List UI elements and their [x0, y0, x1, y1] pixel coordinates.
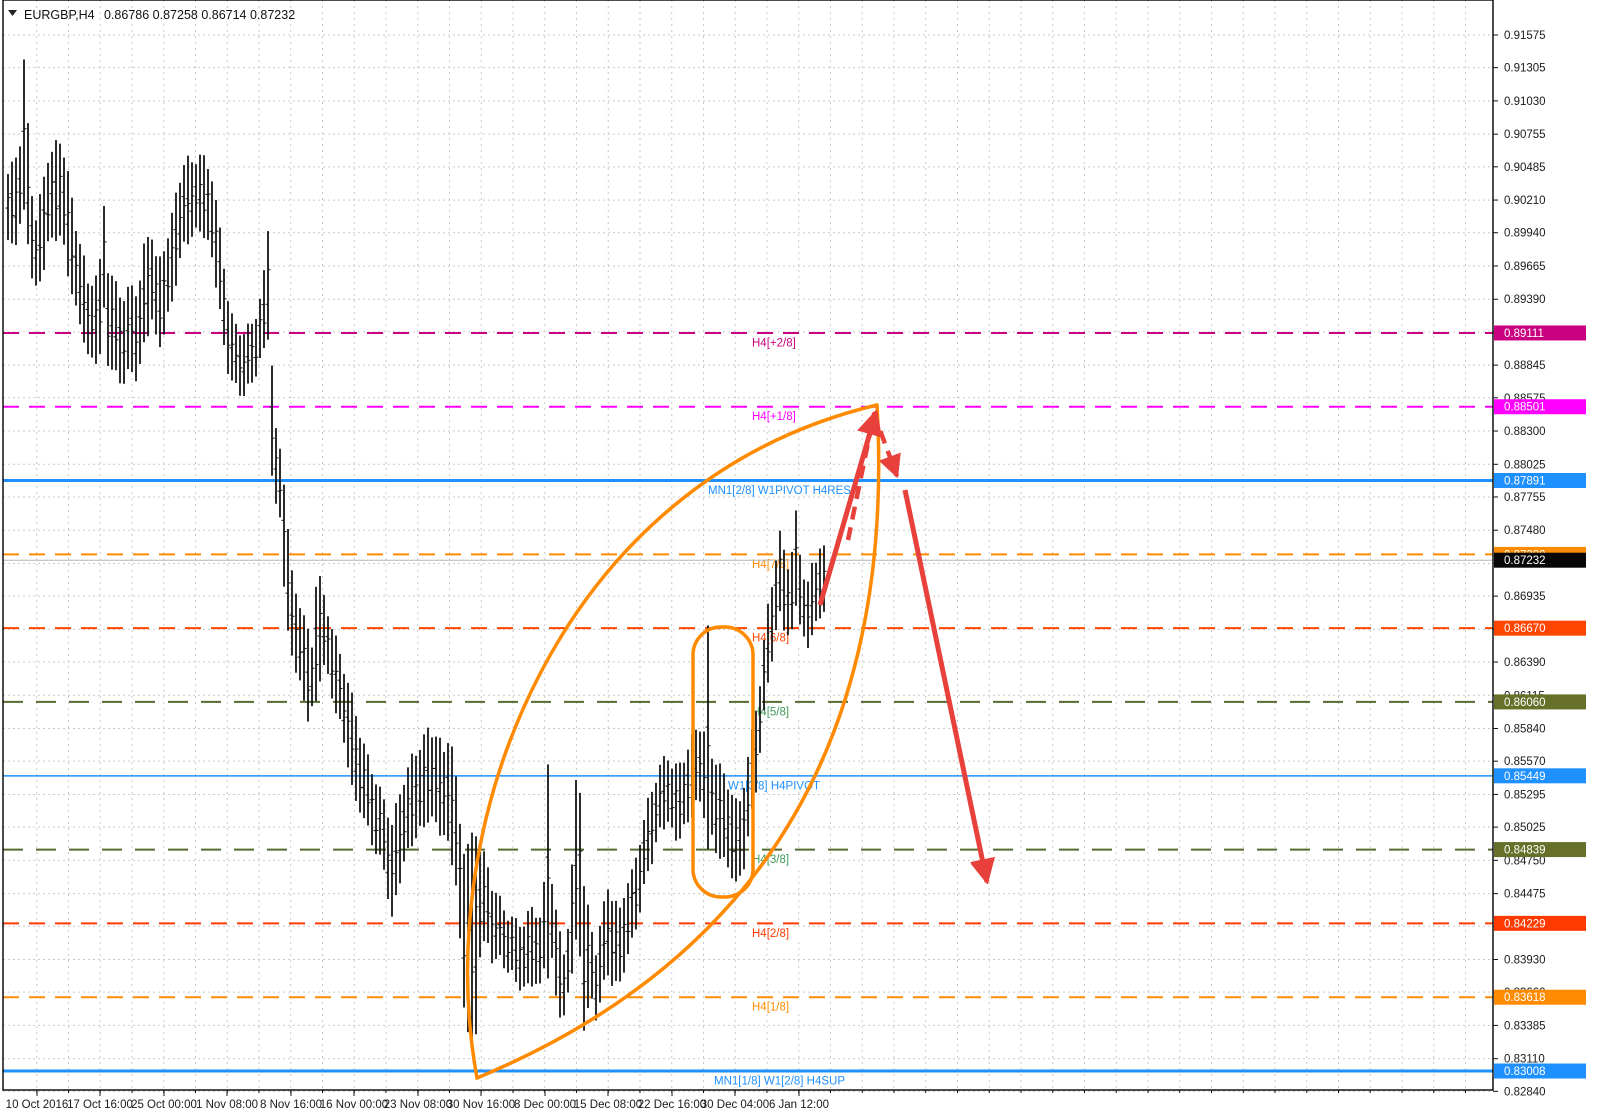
chart-header: EURGBP,H4 0.86786 0.87258 0.86714 0.8723… [8, 8, 295, 22]
price-tag-text-h4-5-8: 0.86060 [1504, 697, 1546, 709]
price-tag-mn1-1-8-w1-2-8-h4sup [1494, 1063, 1586, 1079]
price-tag-text-current-price: 0.87232 [1504, 555, 1546, 567]
price-tag-text-h4-2-8: 0.84229 [1504, 918, 1546, 930]
price-tag-h4-6-8 [1494, 620, 1586, 636]
drawn-objects[interactable] [465, 403, 987, 1080]
grid [3, 0, 1493, 1092]
price-tick-label: 0.88025 [1504, 459, 1546, 471]
price-tag-text-h4-1-8: 0.83618 [1504, 992, 1546, 1004]
time-tick-label: 1 Nov 08:00 [196, 1099, 258, 1111]
price-tick-label: 0.84475 [1504, 889, 1546, 901]
price-tick-label: 0.83110 [1504, 1054, 1545, 1066]
price-tick-label: 0.85025 [1504, 822, 1546, 834]
level-label-bg [749, 704, 800, 718]
level-label-h4-plus-1-8: H4[+1/8] [752, 411, 796, 423]
price-tick-label: 0.88300 [1504, 426, 1546, 438]
price-tick-label: 0.89940 [1504, 228, 1546, 240]
time-tick-label: 15 Dec 08:00 [574, 1099, 642, 1111]
time-tick-label: 10 Oct 2016 [6, 1099, 69, 1111]
level-label-mn1-2-8-w1pivot-h4res: MN1[2/8] W1PIVOT H4RES [708, 485, 851, 497]
price-bars [5, 59, 827, 1038]
price-tick-label: 0.83930 [1504, 955, 1546, 967]
level-label-h4-5-8: H4[5/8] [752, 706, 789, 718]
price-tick-label: 0.89665 [1504, 261, 1546, 273]
price-tag-text-h4-6-8: 0.86670 [1504, 623, 1546, 635]
price-tick-label: 0.90210 [1504, 195, 1546, 207]
price-tick-label: 0.85295 [1504, 789, 1546, 801]
indicator-level-lines: H4[+2/8] H4[+1/8] MN1[2/8] W1PIVOT H4RES H4… [3, 331, 1493, 1088]
projection-arrow-dashed[interactable] [845, 411, 897, 541]
time-tick-label: 22 Dec 16:00 [638, 1099, 706, 1111]
axes-frame [2, 0, 1494, 1091]
level-label-w1-3-8-h4pivot: W1[3/8] H4PIVOT [728, 780, 820, 792]
price-tag-text-mn1-1-8-w1-2-8-h4sup: 0.83008 [1504, 1066, 1546, 1078]
price-tick-label: 0.88845 [1504, 360, 1546, 372]
time-tick-label: 17 Oct 16:00 [67, 1099, 133, 1111]
level-label-bg [749, 335, 807, 349]
price-tick-label: 0.91030 [1504, 96, 1546, 108]
price-tag-h4-3-8 [1494, 842, 1586, 858]
price-tick-label: 0.86390 [1504, 657, 1546, 669]
level-label-bg [705, 483, 852, 497]
projection-arrow-down[interactable] [902, 489, 987, 882]
price-tick-label: 0.86935 [1504, 591, 1546, 603]
level-label-h4-3-8: H4[3/8] [752, 854, 789, 866]
price-axis[interactable]: 0.91575 0.91305 0.91030 0.90755 0.90485 0.902… [1493, 30, 1586, 1098]
price-tag-h4-plus-1-8 [1494, 399, 1586, 415]
price-tick-label: 0.84750 [1504, 855, 1546, 867]
price-tag-w1-3-8-h4pivot [1494, 768, 1586, 784]
level-label-h4-1-8: H4[1/8] [752, 1002, 789, 1014]
price-tick-label: 0.91575 [1504, 30, 1546, 42]
level-label-bg [725, 778, 827, 792]
price-tag-h4-1-8 [1494, 989, 1586, 1005]
ellipse-annotation-upper-arc[interactable] [465, 403, 879, 1080]
symbol-title: EURGBP,H4 [24, 8, 95, 22]
impulse-arrow-up[interactable] [817, 412, 876, 606]
level-label-h4-plus-2-8: H4[+2/8] [752, 337, 796, 349]
level-label-bg [749, 1000, 800, 1014]
price-tick-label: 0.85570 [1504, 756, 1546, 768]
time-tick-label: 8 Dec 00:00 [514, 1099, 576, 1111]
price-tag-text-w1-3-8-h4pivot: 0.85449 [1504, 771, 1546, 783]
time-tick-label: 6 Jan 12:00 [769, 1099, 829, 1111]
ohlc-values: 0.86786 0.87258 0.86714 0.87232 [104, 8, 295, 22]
time-tick-label: 25 Oct 00:00 [131, 1099, 197, 1111]
price-tick-label: 0.82840 [1504, 1086, 1546, 1098]
level-label-h4-2-8: H4[2/8] [752, 928, 789, 940]
time-tick-label: 23 Nov 08:00 [384, 1099, 452, 1111]
time-tick-label: 16 Nov 00:00 [320, 1099, 388, 1111]
price-tick-label: 0.83385 [1504, 1020, 1546, 1032]
price-tick-label: 0.85840 [1504, 724, 1546, 736]
price-tag-text-mn1-2-8-w1pivot-h4res: 0.87891 [1504, 476, 1546, 488]
price-tick-label: 0.91305 [1504, 63, 1546, 75]
rectangle-annotation[interactable] [691, 625, 755, 899]
price-tag-h4-5-8 [1494, 694, 1586, 710]
price-tag-text-h4-plus-1-8: 0.88501 [1504, 402, 1546, 414]
level-label-bg [749, 409, 807, 423]
price-tag-h4-plus-2-8 [1494, 325, 1586, 341]
time-tick-label: 30 Nov 16:00 [447, 1099, 515, 1111]
price-tick-label: 0.90755 [1504, 129, 1546, 141]
price-tick-label: 0.87480 [1504, 525, 1546, 537]
level-label-bg [711, 1074, 858, 1088]
price-tag-h4-2-8 [1494, 915, 1586, 931]
price-tag-text-h4-3-8: 0.84839 [1504, 845, 1546, 857]
level-label-h4-6-8: H4[6/8] [752, 633, 789, 645]
price-tag-mn1-2-8-w1pivot-h4res [1494, 473, 1586, 489]
level-label-bg [749, 926, 800, 940]
time-tick-label: 30 Dec 04:00 [701, 1099, 769, 1111]
price-tick-label: 0.90485 [1504, 162, 1546, 174]
price-tag-current-price [1494, 552, 1586, 568]
plot-border [2, 0, 1494, 1091]
ellipse-annotation-lower-arc[interactable] [475, 403, 881, 1080]
price-tag-text-h4-plus-2-8: 0.89111 [1504, 328, 1544, 340]
symbol-dropdown-icon[interactable] [8, 10, 17, 16]
price-tick-label: 0.87755 [1504, 492, 1546, 504]
level-label-mn1-1-8-w1-2-8-h4sup: MN1[1/8] W1[2/8] H4SUP [714, 1076, 845, 1088]
price-tick-label: 0.89390 [1504, 294, 1546, 306]
time-tick-label: 8 Nov 16:00 [260, 1099, 322, 1111]
